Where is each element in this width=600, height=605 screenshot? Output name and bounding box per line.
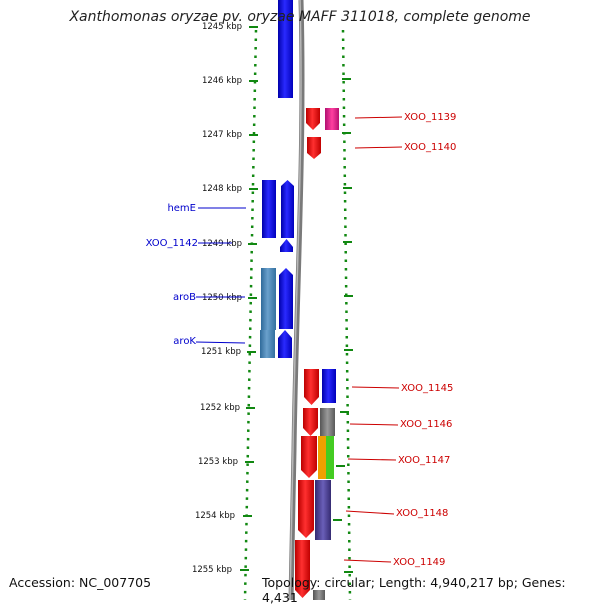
tick-labels: 1245 kbp 1246 kbp 1247 kbp 1248 kbp 1249… — [192, 22, 258, 575]
left-gene-labels: hemE XOO_1142 aroB aroK — [146, 203, 246, 347]
gene-XOO_1139-red — [306, 108, 320, 130]
label-hemE: hemE — [167, 203, 196, 214]
gene-red-e — [298, 480, 314, 538]
label-aroK: aroK — [173, 336, 196, 347]
gene-XOO_1142 — [280, 239, 293, 252]
genome-backbone — [288, 0, 305, 600]
label-XOO_1146: XOO_1146 — [400, 419, 452, 430]
genes-right-strand[interactable] — [295, 108, 339, 600]
tick-1249: 1249 kbp — [202, 239, 242, 249]
gene-XOO_1145 — [322, 369, 336, 403]
gene-XOO_1146 — [320, 408, 335, 436]
gene-XOO_1149 — [295, 540, 310, 598]
gene-blue-c — [278, 330, 292, 358]
label-aroB: aroB — [173, 292, 196, 303]
tick-1251: 1251 kbp — [201, 347, 241, 357]
tick-1255: 1255 kbp — [192, 565, 232, 575]
label-XOO_1149: XOO_1149 — [393, 557, 445, 568]
gene-XOO_1147 — [326, 436, 334, 479]
ruler — [243, 29, 352, 600]
tick-1248: 1248 kbp — [202, 184, 242, 194]
gene-XOO_1140 — [307, 137, 321, 159]
gene-blue-top — [278, 0, 293, 98]
tick-1247: 1247 kbp — [202, 130, 242, 140]
tick-1246: 1246 kbp — [202, 76, 242, 86]
gene-XOO_1147-orange — [318, 436, 326, 479]
gene-XOO_1145-red — [304, 369, 319, 405]
gene-aroK — [260, 330, 275, 358]
accession-text: Accession: NC_007705 — [9, 575, 152, 590]
gene-XOO_1148 — [315, 480, 331, 540]
tick-1252: 1252 kbp — [200, 403, 240, 413]
gene-XOO_1146-red — [303, 408, 318, 436]
tick-1250: 1250 kbp — [202, 293, 242, 303]
gene-blue-b — [279, 268, 293, 329]
label-XOO_1148: XOO_1148 — [396, 508, 448, 519]
gene-blue-a — [281, 180, 294, 238]
right-gene-labels: XOO_1139 XOO_1140 XOO_1145 XOO_1146 XOO_… — [343, 112, 456, 568]
label-XOO_1140: XOO_1140 — [404, 142, 456, 153]
gene-hemE — [262, 180, 276, 238]
gene-XOO_1139 — [325, 108, 339, 130]
tick-1245: 1245 kbp — [202, 22, 242, 32]
ruler-right-marks — [333, 78, 353, 573]
genes-left-strand[interactable] — [260, 0, 294, 358]
label-XOO_1147: XOO_1147 — [398, 455, 450, 466]
label-XOO_1139: XOO_1139 — [404, 112, 456, 123]
tick-1254: 1254 kbp — [195, 511, 235, 521]
svg-text:1245 kbp: 1245 kbp — [202, 22, 242, 32]
gene-aroB — [261, 268, 276, 330]
label-XOO_1145: XOO_1145 — [401, 383, 453, 394]
gene-red-d — [301, 436, 317, 478]
topology-text: Topology: circular; Length: 4,940,217 bp… — [262, 575, 566, 605]
tick-1253: 1253 kbp — [198, 457, 238, 467]
label-XOO_1142: XOO_1142 — [146, 238, 198, 249]
map-title: Xanthomonas oryzae pv. oryzae MAFF 31101… — [69, 9, 531, 25]
